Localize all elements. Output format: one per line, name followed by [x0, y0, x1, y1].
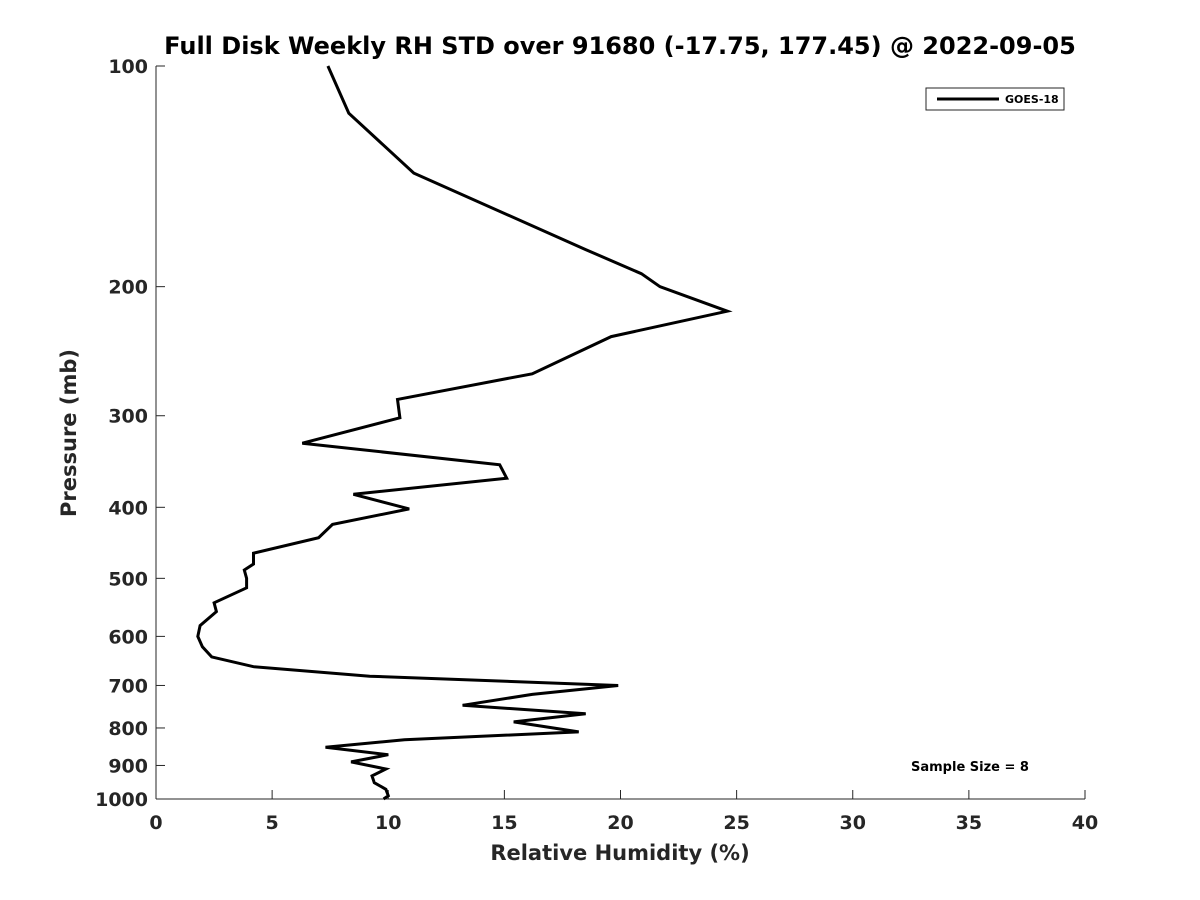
x-tick-label: 25 — [723, 812, 749, 834]
y-axis-label: Pressure (mb) — [57, 349, 81, 517]
y-tick-label: 900 — [108, 755, 148, 777]
y-tick-label: 700 — [108, 675, 148, 697]
legend-label-goes-18: GOES-18 — [1005, 93, 1059, 106]
series-line-goes-18 — [196, 65, 733, 801]
y-tick-label: 400 — [108, 497, 148, 519]
y-tick-label: 500 — [108, 568, 148, 590]
x-ticks: 0 5 10 15 20 25 30 35 40 — [149, 790, 1098, 834]
x-tick-label: 35 — [956, 812, 982, 834]
y-ticks: 100 200 300 400 500 600 700 800 900 1000 — [95, 56, 165, 811]
x-tick-label: 30 — [840, 812, 866, 834]
y-tick-label: 600 — [108, 626, 148, 648]
y-tick-label: 300 — [108, 406, 148, 428]
legend: GOES-18 — [925, 87, 1065, 111]
x-tick-label: 0 — [149, 812, 162, 834]
x-tick-label: 40 — [1072, 812, 1098, 834]
y-tick-label: 100 — [108, 56, 148, 78]
y-tick-label: 200 — [108, 277, 148, 299]
chart-title: Full Disk Weekly RH STD over 91680 (-17.… — [164, 32, 1076, 60]
x-tick-label: 10 — [375, 812, 401, 834]
y-tick-label: 1000 — [95, 789, 148, 811]
x-tick-label: 20 — [607, 812, 633, 834]
sample-size-annotation: Sample Size = 8 — [911, 760, 1029, 775]
y-tick-label: 800 — [108, 718, 148, 740]
x-tick-label: 5 — [266, 812, 279, 834]
x-axis-label: Relative Humidity (%) — [490, 841, 749, 865]
x-tick-label: 15 — [491, 812, 517, 834]
